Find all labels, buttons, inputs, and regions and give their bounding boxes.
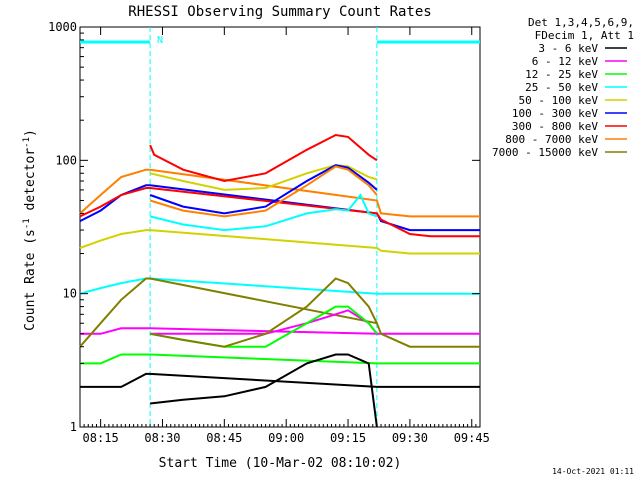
series-day-segment-0	[149, 353, 378, 428]
y-axis-label-sup2: -1	[22, 137, 32, 148]
series-line-4	[79, 184, 480, 232]
legend-header-1: Det 1,3,4,5,6,9,	[528, 16, 634, 29]
series-line-3	[79, 277, 480, 295]
series-line-6	[79, 168, 480, 218]
series-day-segment-8	[149, 277, 378, 348]
x-axis-label: Start Time (10-Mar-02 08:10:02)	[159, 456, 402, 471]
x-tick-label-3: 09:00	[268, 431, 304, 445]
flag-label: N	[157, 35, 163, 46]
y-axis-label: Count Rate (s-1 detector-1)	[22, 129, 38, 331]
y-tick-label-2: 100	[55, 153, 77, 167]
x-tick-label-4: 09:15	[330, 431, 366, 445]
legend-label-5: 100 - 300 keV	[512, 107, 598, 120]
x-tick-label-5: 09:30	[392, 431, 428, 445]
x-tick-label-6: 09:45	[454, 431, 490, 445]
series-layer	[79, 133, 480, 428]
legend-label-1: 6 - 12 keV	[532, 55, 599, 68]
series-day-segment-5	[149, 164, 378, 215]
y-axis-label-mid: detector	[23, 148, 38, 219]
series-day-segment-6	[149, 133, 378, 183]
series-day-segment-7	[149, 165, 378, 218]
legend-label-7: 800 - 7000 keV	[505, 133, 598, 146]
y-axis-label-sup1: -1	[22, 218, 32, 229]
x-tick-label-0: 08:15	[83, 431, 119, 445]
night-interval-layer	[80, 27, 480, 427]
y-axis-label-end: )	[23, 129, 38, 137]
x-tick-label-1: 08:30	[144, 431, 180, 445]
legend-label-6: 300 - 800 keV	[512, 120, 598, 133]
series-line-2	[80, 353, 480, 365]
plot-frame	[79, 26, 481, 428]
legend-label-4: 50 - 100 keV	[519, 94, 599, 107]
series-line-7	[79, 277, 480, 348]
axis-layer: 08:15 08:30 08:45 09:00 09:15 09:30 09:45 1 10 10…	[48, 20, 490, 445]
y-tick-label-0: 1	[70, 420, 77, 434]
x-tick-label-2: 08:45	[206, 431, 242, 445]
y-tick-label-3: 1000	[48, 20, 77, 34]
legend-header-2: FDecim 1, Att 1	[535, 29, 634, 42]
y-axis-label-main: Count Rate (s	[23, 229, 38, 331]
legend-label-2: 12 - 25 keV	[525, 68, 598, 81]
series-day-segment-4	[149, 164, 378, 191]
timestamp: 14-Oct-2021 01:11	[552, 467, 634, 476]
legend: Det 1,3,4,5,6,9, FDecim 1, Att 1 3 - 6 k…	[492, 16, 634, 159]
legend-label-3: 25 - 50 keV	[525, 81, 598, 94]
series-line-0	[80, 372, 480, 388]
series-line-8	[79, 229, 480, 255]
legend-label-8: 7000 - 15000 keV	[492, 146, 598, 159]
legend-label-0: 3 - 6 keV	[538, 42, 598, 55]
chart-title: RHESSI Observing Summary Count Rates	[128, 4, 431, 20]
series-line-5	[79, 187, 480, 238]
series-day-segment-3	[149, 193, 378, 232]
y-tick-label-1: 10	[63, 287, 77, 301]
